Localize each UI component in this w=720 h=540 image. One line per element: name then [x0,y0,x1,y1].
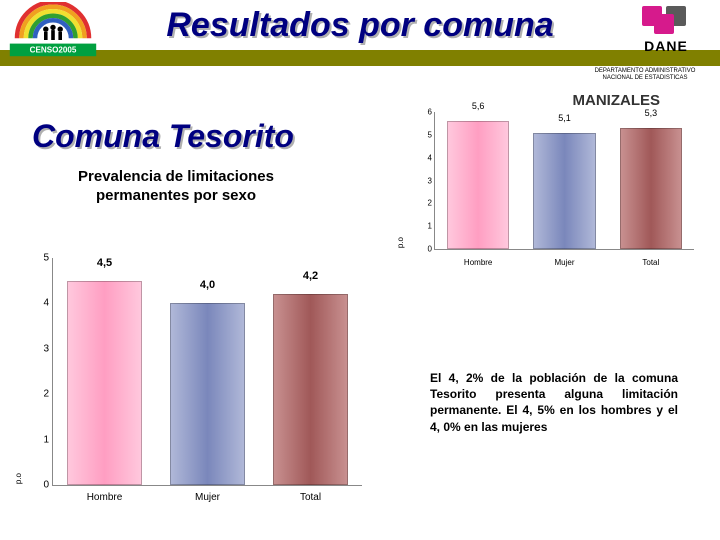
dane-caption: DEPARTAMENTO ADMINISTRATIVO NACIONAL DE … [580,68,710,81]
category-label: Hombre [87,492,123,503]
page-title: Resultados por comuna [166,6,553,45]
header-stripe [0,50,720,66]
y-tick-label: 3 [421,176,432,185]
y-tick-label: 0 [421,245,432,254]
bar-value-label: 5,3 [645,108,658,118]
dane-label: DANE [626,38,706,54]
chart-subtitle: Prevalencia de limitaciones permanentes … [36,168,316,206]
y-tick-label: 3 [35,343,49,354]
y-tick-label: 5 [35,253,49,264]
bar [170,303,244,485]
category-label: Mujer [554,258,574,267]
summary-text: El 4, 2% de la población de la comuna Te… [430,370,678,435]
chart-plot: 01234565,6Hombre5,1Mujer5,3Total [434,112,694,250]
y-tick-label: 2 [35,389,49,400]
y-tick-label: 0 [35,480,49,491]
y-axis-label: p.o [14,473,23,484]
bar-value-label: 4,0 [200,279,215,291]
bar-value-label: 5,1 [558,113,571,123]
header: CENSO2005 Resultados por comuna DANE [0,0,720,66]
y-axis-label: p.o [396,237,405,248]
category-label: Total [642,258,659,267]
bar-value-label: 4,2 [303,270,318,282]
y-tick-label: 5 [421,130,432,139]
bar-value-label: 4,5 [97,257,112,269]
y-tick-label: 2 [421,199,432,208]
bar-value-label: 5,6 [472,101,485,111]
category-label: Hombre [464,258,492,267]
category-label: Mujer [195,492,220,503]
bar [273,294,347,485]
y-tick-label: 1 [421,222,432,231]
dane-logo: DANE [626,6,706,54]
city-label: MANIZALES [573,92,661,109]
chart-comuna: 0123454,5Hombre4,0Mujer4,2Total p.o [18,254,368,514]
comuna-title: Comuna Tesorito [32,118,294,155]
chart-manizales: 01234565,6Hombre5,1Mujer5,3Total p.o [400,108,700,278]
bar [620,128,682,249]
censo-label-text: CENSO2005 [30,46,77,55]
bar [447,121,509,249]
dane-logo-square [654,14,674,34]
censo-logo: CENSO2005 [8,2,98,60]
y-tick-label: 6 [421,108,432,117]
y-tick-label: 1 [35,434,49,445]
bar [67,281,141,485]
bar [533,133,595,249]
y-tick-label: 4 [35,298,49,309]
y-tick-label: 4 [421,153,432,162]
category-label: Total [300,492,321,503]
chart-plot: 0123454,5Hombre4,0Mujer4,2Total [52,258,362,486]
